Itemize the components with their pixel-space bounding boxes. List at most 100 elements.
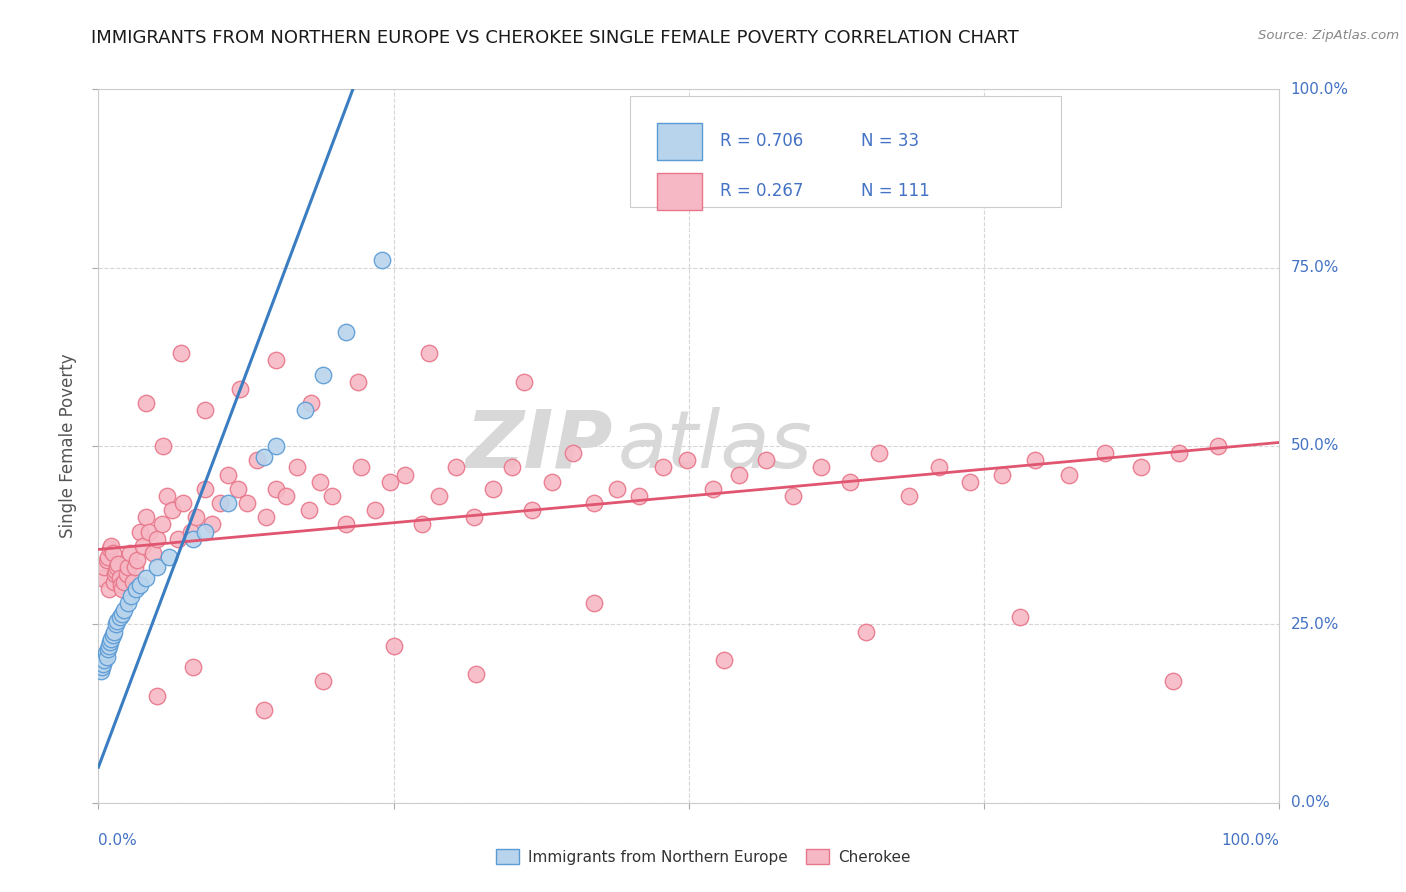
Point <box>810 460 832 475</box>
Point <box>135 571 157 585</box>
Text: 25.0%: 25.0% <box>1291 617 1339 632</box>
Point <box>264 439 287 453</box>
Point <box>100 632 122 646</box>
Point <box>96 553 118 567</box>
Point <box>180 524 202 539</box>
Point <box>782 489 804 503</box>
Point <box>135 510 157 524</box>
Point <box>427 489 450 503</box>
Point <box>652 460 675 475</box>
Point <box>103 624 125 639</box>
Point <box>117 560 139 574</box>
Point <box>335 325 357 339</box>
Point <box>90 664 112 678</box>
Point <box>181 660 204 674</box>
Point <box>254 510 277 524</box>
Point <box>157 549 180 564</box>
Point <box>465 667 488 681</box>
Point <box>150 517 173 532</box>
Point <box>583 496 606 510</box>
FancyBboxPatch shape <box>657 173 702 210</box>
Point <box>1168 446 1191 460</box>
Point <box>152 439 174 453</box>
Point <box>482 482 505 496</box>
Point <box>112 603 135 617</box>
Point <box>181 532 204 546</box>
Point <box>105 564 128 578</box>
Point <box>501 460 523 475</box>
Point <box>264 482 287 496</box>
Point <box>347 375 370 389</box>
Point <box>146 560 169 574</box>
Point <box>394 467 416 482</box>
Point <box>713 653 735 667</box>
Point <box>1130 460 1153 475</box>
Point <box>411 517 433 532</box>
Point <box>229 382 252 396</box>
Point <box>299 396 322 410</box>
Point <box>991 467 1014 482</box>
Point <box>91 571 114 585</box>
Point <box>110 578 132 592</box>
Point <box>111 582 134 596</box>
Point <box>94 646 117 660</box>
Point <box>132 539 155 553</box>
Point <box>702 482 724 496</box>
Point <box>253 703 276 717</box>
Point <box>194 482 217 496</box>
Point <box>868 446 890 460</box>
Point <box>121 589 143 603</box>
Point <box>146 532 169 546</box>
Point <box>246 453 269 467</box>
Point <box>160 503 183 517</box>
Point <box>112 574 135 589</box>
Text: 0.0%: 0.0% <box>98 833 138 848</box>
Point <box>105 617 128 632</box>
Point <box>156 489 179 503</box>
Point <box>98 542 121 557</box>
Text: ZIP: ZIP <box>465 407 612 485</box>
Point <box>97 549 120 564</box>
Text: IMMIGRANTS FROM NORTHERN EUROPE VS CHEROKEE SINGLE FEMALE POVERTY CORRELATION CH: IMMIGRANTS FROM NORTHERN EUROPE VS CHERO… <box>91 29 1019 46</box>
Point <box>105 560 128 574</box>
Point <box>298 503 321 517</box>
Point <box>91 657 114 671</box>
Point <box>583 596 606 610</box>
Point <box>217 496 239 510</box>
Point <box>294 403 316 417</box>
Point <box>98 582 121 596</box>
Point <box>446 460 468 475</box>
Point <box>170 346 193 360</box>
Point <box>103 574 125 589</box>
Y-axis label: Single Female Poverty: Single Female Poverty <box>59 354 77 538</box>
Text: N = 111: N = 111 <box>862 182 931 200</box>
Point <box>264 353 287 368</box>
Point <box>108 610 131 624</box>
Text: 100.0%: 100.0% <box>1291 82 1348 96</box>
Point <box>309 475 332 489</box>
Point <box>98 635 121 649</box>
Point <box>382 639 405 653</box>
Point <box>897 489 920 503</box>
Text: Source: ZipAtlas.com: Source: ZipAtlas.com <box>1258 29 1399 42</box>
Point <box>186 510 208 524</box>
Point <box>201 517 224 532</box>
Point <box>541 475 564 489</box>
Point <box>226 482 249 496</box>
Point <box>98 639 121 653</box>
Point <box>209 496 232 510</box>
Text: 100.0%: 100.0% <box>1222 833 1279 848</box>
Point <box>117 596 139 610</box>
Point <box>101 628 124 642</box>
Point <box>378 475 401 489</box>
Point <box>285 460 308 475</box>
Point <box>127 553 149 567</box>
Point <box>91 660 114 674</box>
Point <box>217 467 239 482</box>
Point <box>100 539 122 553</box>
Point <box>101 546 124 560</box>
Point <box>1094 446 1116 460</box>
Text: N = 33: N = 33 <box>862 132 920 150</box>
Point <box>172 496 194 510</box>
Point <box>194 524 217 539</box>
